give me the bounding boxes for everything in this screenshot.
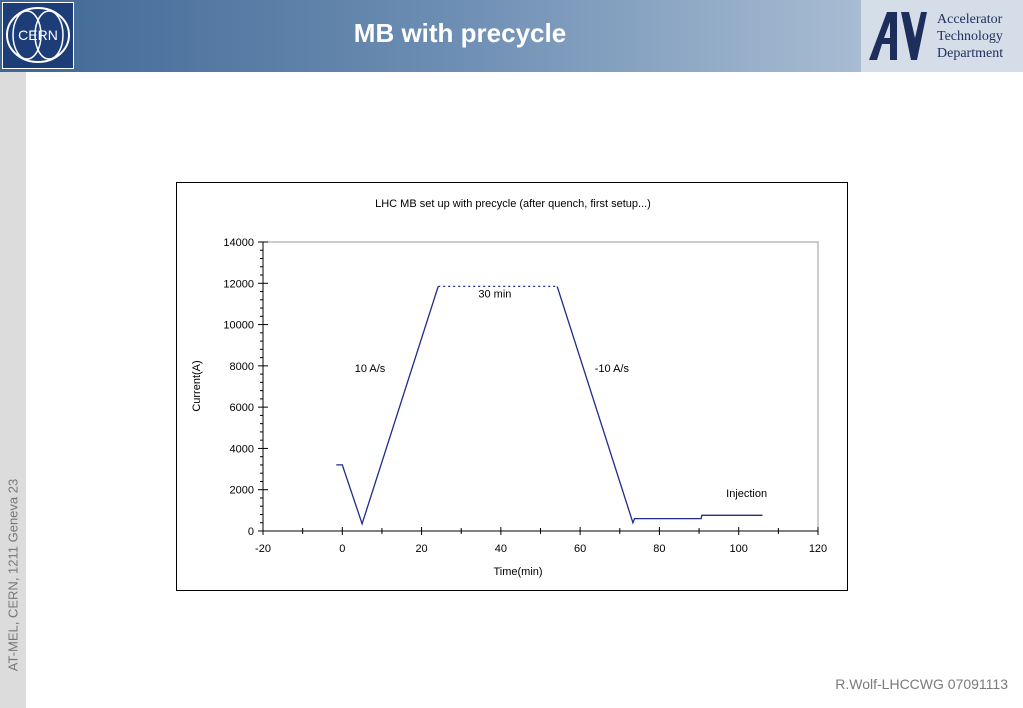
cern-logo-text: CERN <box>18 27 58 43</box>
x-tick-label: 40 <box>495 543 507 555</box>
x-tick-label: 80 <box>653 543 665 555</box>
chart-frame: LHC MB set up with precycle (after quenc… <box>176 182 848 591</box>
chart-annotation: 30 min <box>478 289 511 301</box>
chart-annotation: 10 A/s <box>355 363 386 375</box>
x-tick-label: 120 <box>809 543 827 555</box>
y-tick-label: 2000 <box>230 485 254 497</box>
x-tick-label: 100 <box>730 543 748 555</box>
department-line: Department <box>937 46 1004 61</box>
y-tick-label: 4000 <box>230 443 254 455</box>
y-tick-label: 6000 <box>230 402 254 414</box>
y-tick-label: 12000 <box>223 278 254 290</box>
x-axis-label: Time(min) <box>493 566 542 578</box>
chart-title: LHC MB set up with precycle (after quenc… <box>375 198 651 210</box>
at-logo-icon <box>869 12 927 60</box>
y-axis-label: Current(A) <box>191 360 203 411</box>
y-tick-label: 0 <box>248 526 254 538</box>
cern-logo: CERN <box>2 2 74 69</box>
y-tick-label: 14000 <box>223 237 254 249</box>
side-address: AT-MEL, CERN, 1211 Geneva 23 <box>5 478 21 672</box>
y-tick-label: 8000 <box>230 361 254 373</box>
department-name: Accelerator Technology Department <box>937 11 1003 62</box>
chart-annotation: Injection <box>726 488 767 500</box>
x-tick-label: 0 <box>339 543 345 555</box>
x-tick-label: 60 <box>574 543 586 555</box>
y-tick-label: 10000 <box>223 320 254 332</box>
cern-logo-graphic: CERN <box>6 7 70 63</box>
x-tick-label: -20 <box>255 543 271 555</box>
slide-header: CERN MB with precycle Accelerator Techno… <box>0 0 1023 72</box>
series-line <box>336 286 439 526</box>
slide-title: MB with precycle <box>353 18 567 48</box>
chart: LHC MB set up with precycle (after quenc… <box>191 198 827 578</box>
department-logo: Accelerator Technology Department <box>861 0 1023 72</box>
chart-annotation: -10 A/s <box>595 363 630 375</box>
side-bar <box>0 72 26 708</box>
series-line <box>556 286 763 525</box>
footer-credit: R.Wolf-LHCCWG 07091113 <box>835 676 1008 692</box>
department-line: Accelerator <box>937 12 1003 27</box>
department-line: Technology <box>937 29 1003 44</box>
x-tick-label: 20 <box>415 543 427 555</box>
